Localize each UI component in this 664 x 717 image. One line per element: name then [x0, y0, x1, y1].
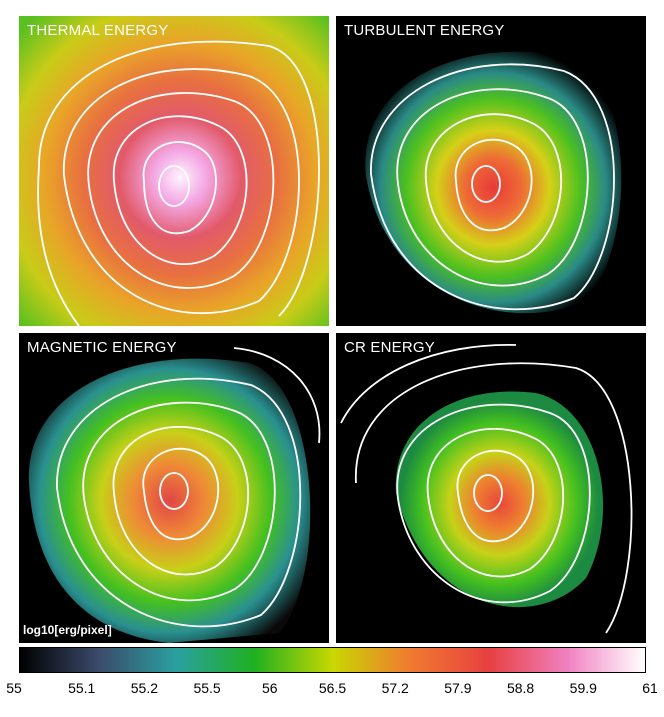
thermal-energy-map	[19, 16, 329, 326]
colorbar-tick-label: 55.2	[130, 680, 159, 696]
thermal-energy-panel: THERMAL ENERGY	[19, 16, 329, 326]
colorbar-tick-label: 56.5	[318, 680, 347, 696]
panel-title: MAGNETIC ENERGY	[27, 339, 177, 356]
colorbar-tick-label: 57.9	[444, 680, 472, 696]
cr-energy-map	[336, 333, 646, 643]
turbulent-energy-map	[336, 16, 646, 326]
magnetic-energy-map	[19, 333, 329, 643]
colorbar-tick-label: 57.2	[381, 680, 409, 696]
colorbar-tick-label: 55.1	[68, 680, 96, 696]
colorbar-tick-label: 55.5	[193, 680, 221, 696]
panel-title: THERMAL ENERGY	[27, 22, 169, 39]
panel-title: CR ENERGY	[344, 339, 435, 356]
cr-energy-panel: CR ENERGY	[336, 333, 646, 643]
colorbar-tick-label: 58.8	[506, 680, 535, 696]
colorbar-tick-label: 59.9	[569, 680, 597, 696]
colorbar-tick-label: 56	[262, 680, 278, 696]
contour-lines	[37, 40, 320, 326]
contour-lines	[340, 344, 633, 634]
contour-lines	[370, 63, 615, 311]
colorbar-tick-label: 61	[642, 680, 658, 696]
colorbar-tick-label: 55	[6, 680, 22, 696]
panel-title: TURBULENT ENERGY	[344, 22, 505, 39]
turbulent-energy-panel: TURBULENT ENERGY	[336, 16, 646, 326]
contour-lines	[56, 347, 321, 628]
unit-label: log10[erg/pixel]	[23, 623, 112, 637]
magnetic-energy-panel: MAGNETIC ENERGY log10[erg/pixel]	[19, 333, 329, 643]
colorbar	[19, 647, 646, 673]
